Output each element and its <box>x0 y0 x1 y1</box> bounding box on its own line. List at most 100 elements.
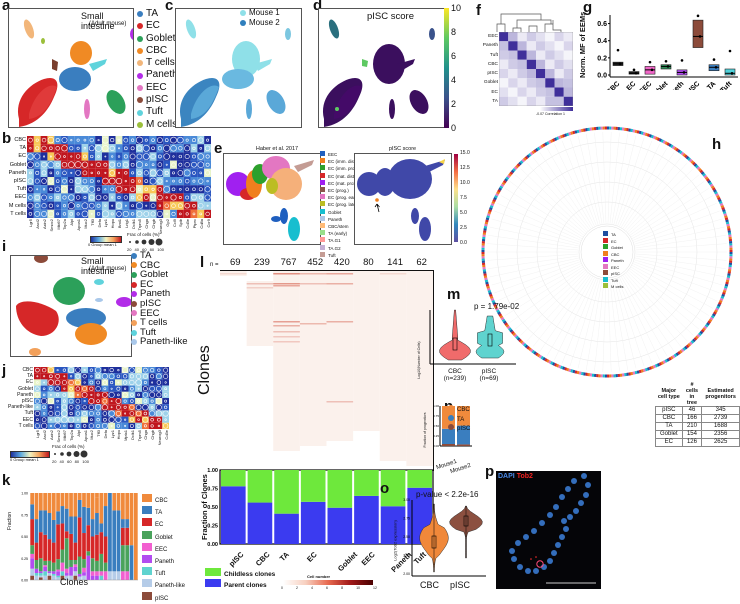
bar-segment <box>74 564 78 567</box>
heatmap-cell <box>177 210 184 218</box>
heatmap-cell <box>68 177 75 185</box>
x-tick-label: EEC <box>360 550 377 567</box>
heatmap-cell <box>129 210 136 218</box>
leaf-segment <box>702 330 703 332</box>
correlation-cell <box>536 51 545 60</box>
leaf-segment <box>685 347 687 348</box>
legend-item: Tuft <box>137 106 178 118</box>
legend-marker-icon <box>320 187 325 192</box>
tick-label: T cells <box>0 423 33 429</box>
gene-label: Axin2 <box>42 219 47 229</box>
legend-marker-icon <box>240 10 246 16</box>
leaf-segment <box>714 190 715 192</box>
correlation-cell <box>527 60 536 69</box>
data-point <box>681 59 684 62</box>
panel-d-title: pISC score <box>367 11 414 22</box>
clone-row <box>247 283 274 285</box>
heatmap-cell <box>177 193 184 201</box>
legend-item: TA <box>448 415 470 425</box>
panel-b-size-legend <box>127 238 163 246</box>
heatmap-cell <box>135 392 142 398</box>
leaf-segment <box>505 179 506 181</box>
leaf-segment <box>488 288 489 290</box>
leaf-segment <box>563 368 565 369</box>
heatmap-cell <box>61 417 68 423</box>
data-point <box>683 71 686 74</box>
tree-branch <box>608 132 611 224</box>
leaf-segment <box>536 354 538 355</box>
gene-label: Ccl9 <box>172 219 177 227</box>
legend-marker-icon <box>603 244 608 249</box>
leaf-segment <box>709 181 710 183</box>
panel-l-colorbar <box>283 580 373 585</box>
clone-row <box>247 287 274 289</box>
y-tick-label: 0.6 <box>597 21 607 28</box>
leaf-segment <box>635 131 637 132</box>
leaf-segment <box>486 280 487 282</box>
clone-column <box>300 271 327 446</box>
bar-segment <box>117 493 121 510</box>
correlation-cell <box>564 88 573 97</box>
heatmap-cell <box>149 404 156 410</box>
heatmap-cell <box>156 202 163 210</box>
x-tick-label: CBC <box>606 80 622 90</box>
x-tick-label: pISC <box>685 80 701 90</box>
heatmap-cell <box>129 373 136 379</box>
leaf-segment <box>659 140 661 141</box>
leaf-segment <box>561 367 563 368</box>
correlation-cell <box>499 97 508 106</box>
box <box>693 20 703 47</box>
heatmap-cell <box>41 169 48 177</box>
bar-segment <box>43 576 47 580</box>
correlation-cell <box>499 60 508 69</box>
legend-item: TA <box>142 506 185 518</box>
tick-label: 0 <box>451 123 461 133</box>
legend-item: Paneth-like <box>142 579 185 591</box>
heatmap-cell <box>108 392 115 398</box>
heatmap-cell <box>184 193 191 201</box>
leaf-segment <box>551 141 553 142</box>
leaf-segment <box>495 198 496 200</box>
leaf-segment <box>647 135 649 136</box>
correlation-cell <box>536 97 545 106</box>
heatmap-cell <box>135 367 142 373</box>
correlation-cell <box>545 41 554 50</box>
legend-marker-icon <box>142 543 152 551</box>
tree-branch <box>494 211 580 242</box>
leaf-segment <box>637 132 639 133</box>
heatmap-cell <box>136 193 143 201</box>
panel-i-umap: Small intestine (Adult mouse) <box>10 255 132 357</box>
legend-item: M cells <box>137 119 178 131</box>
heatmap-cell <box>197 193 204 201</box>
panel-k-stacked-bar: 0.000.250.500.751.00 <box>12 490 140 590</box>
gene-label: Lyz1 <box>110 430 115 438</box>
leaf-segment <box>493 202 494 204</box>
bar-segment <box>56 571 60 575</box>
legend-marker-icon <box>320 194 325 199</box>
bar-childless <box>301 470 326 502</box>
correlation-cell <box>518 60 527 69</box>
panel-o-ylabel: Log2(Tob2 expression) <box>393 501 398 581</box>
heatmap-cell <box>68 410 75 416</box>
table-cell: 345 <box>702 407 740 415</box>
legend-marker-icon <box>137 97 143 103</box>
heatmap-cell <box>68 169 75 177</box>
legend-marker-icon <box>448 415 454 421</box>
clone-column <box>247 281 274 346</box>
leaf-segment <box>527 347 529 348</box>
clone-row <box>273 331 300 333</box>
leaf-segment <box>527 156 529 157</box>
panel-j-size-legend <box>52 450 88 458</box>
gene-label: Defa <box>97 219 102 227</box>
correlation-cell <box>555 51 564 60</box>
correlation-cell <box>508 41 517 50</box>
heatmap-cell <box>48 423 55 429</box>
heatmap-cell <box>75 202 82 210</box>
leaf-segment <box>661 362 663 363</box>
panel-l-n-prefix: n = <box>210 262 219 268</box>
leaf-segment <box>716 308 717 310</box>
